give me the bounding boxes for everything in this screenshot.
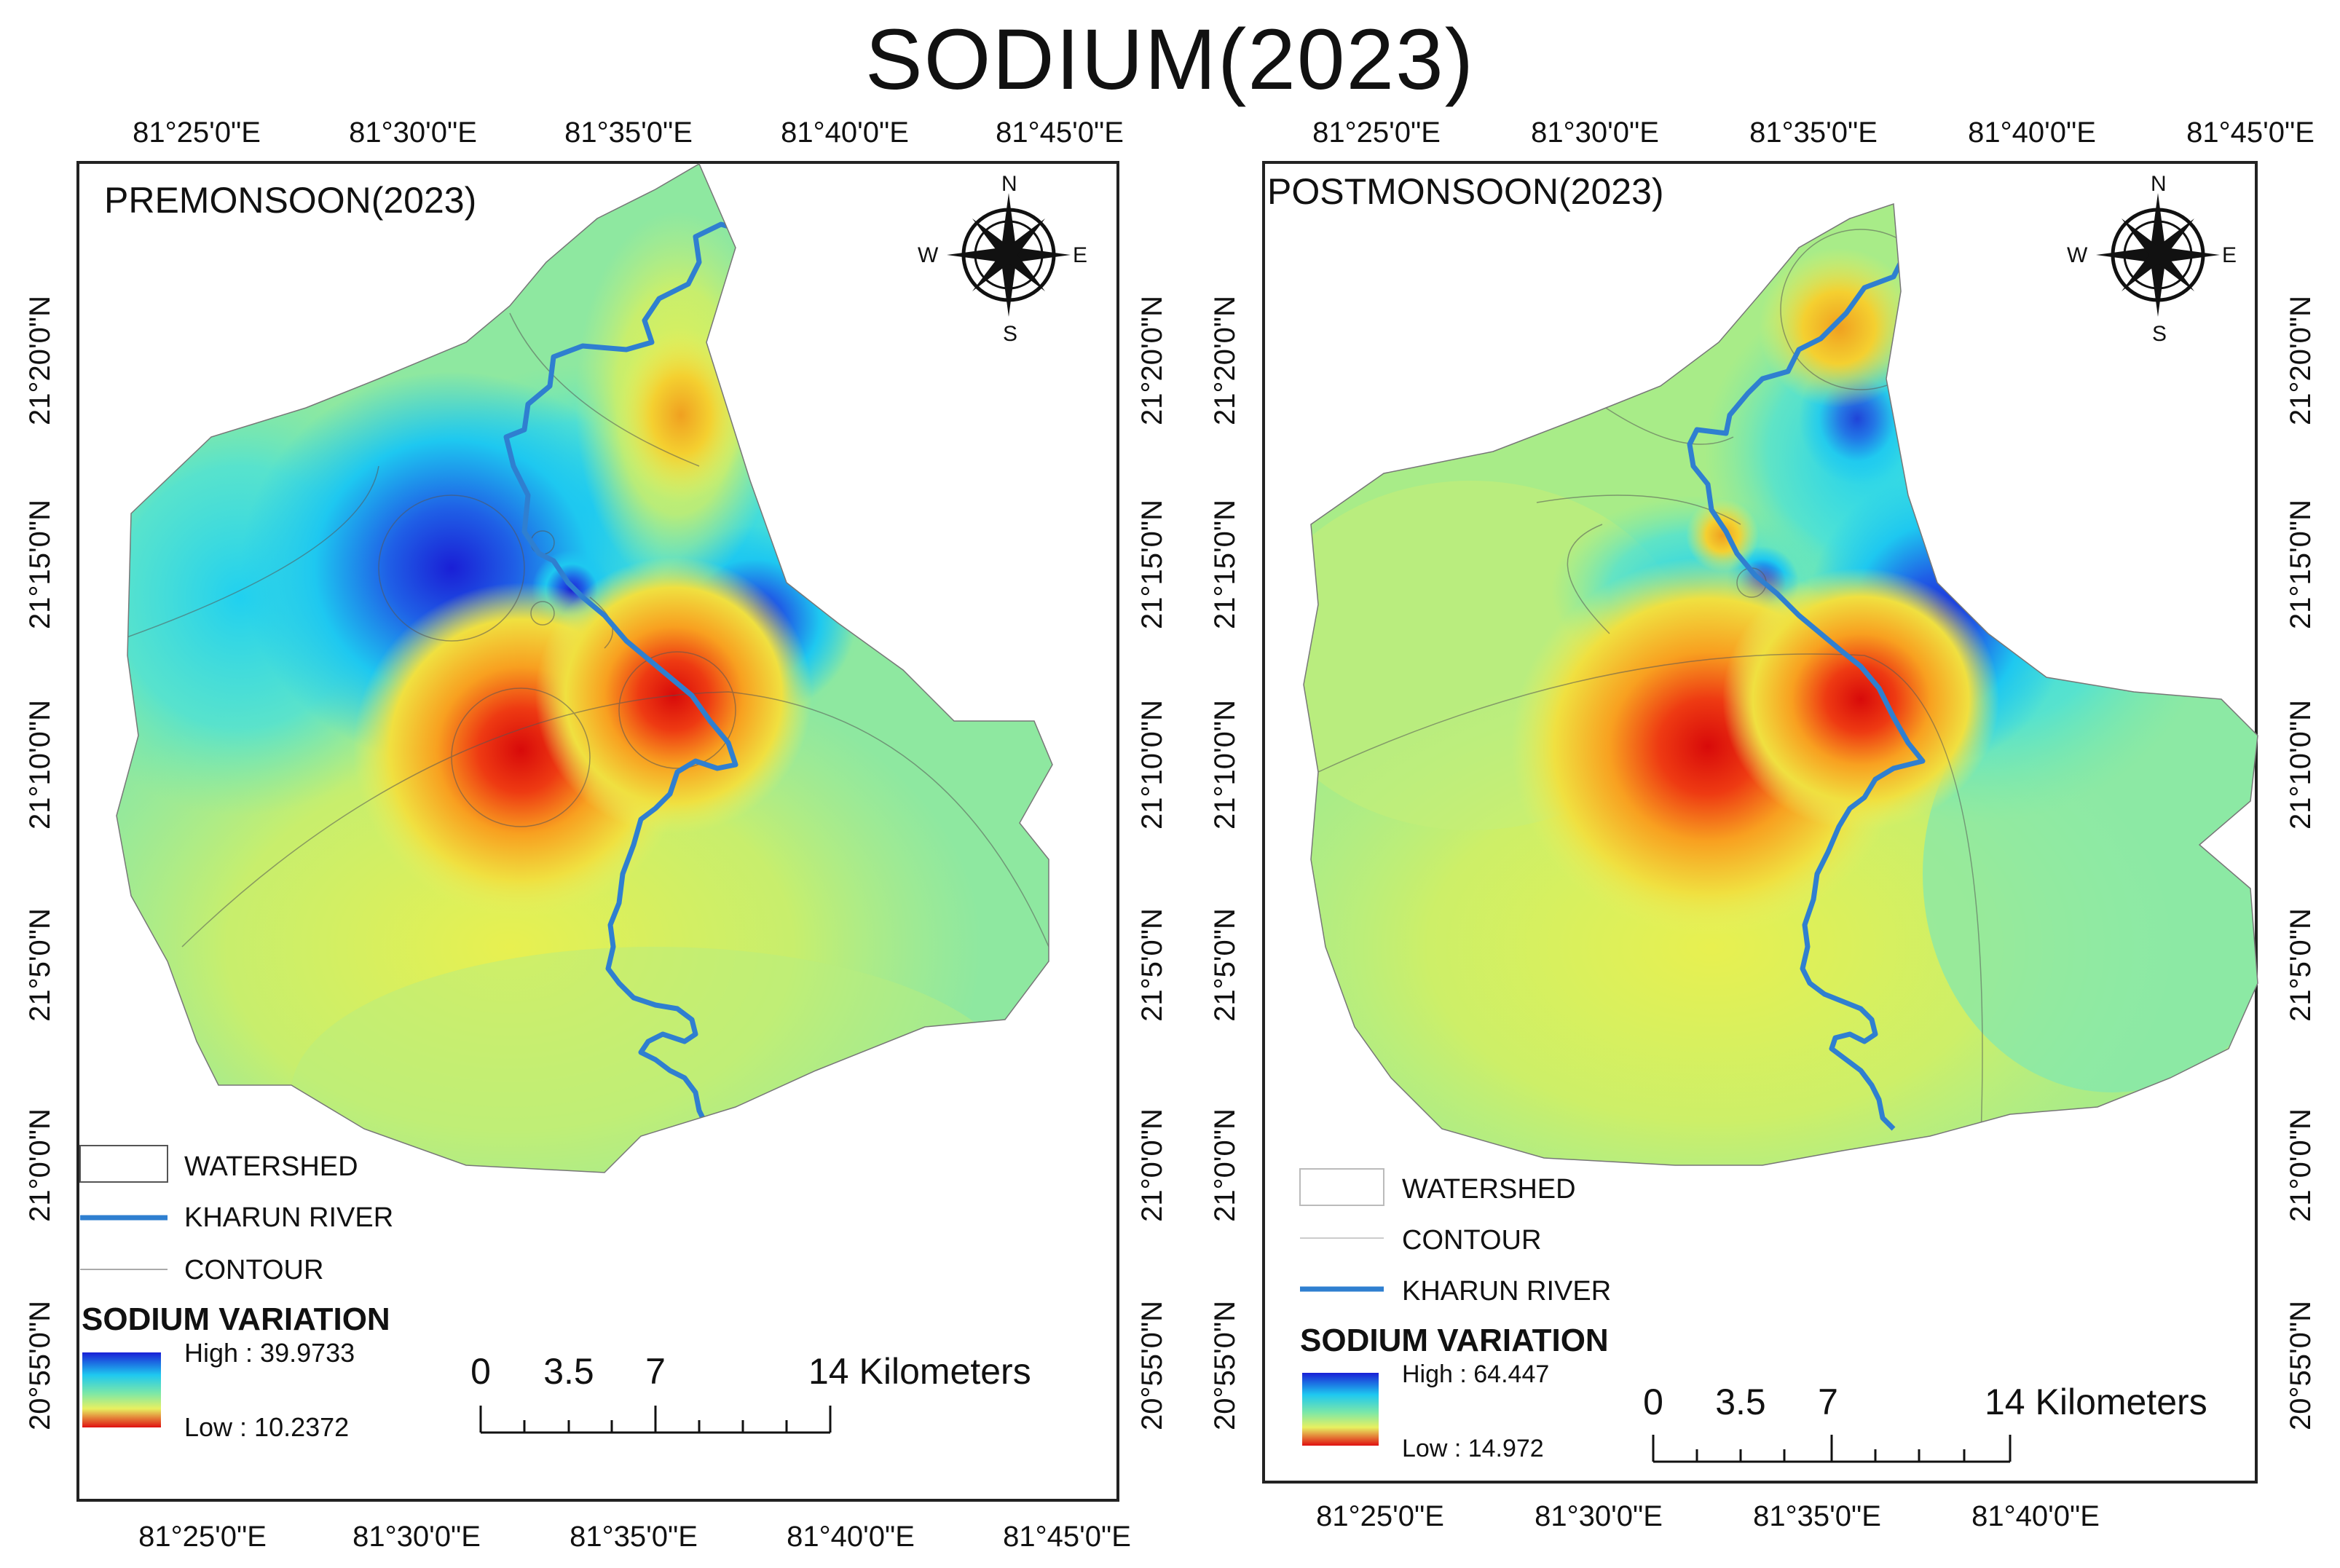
legend-item: CONTOUR [1402, 1225, 1541, 1256]
map-frame [76, 161, 1119, 1502]
scale-end-label: 14 Kilometers [1985, 1382, 2207, 1422]
legend-item: KHARUN RIVER [1402, 1276, 1611, 1307]
lat-label-left: 21°10'0"N [1209, 700, 1241, 830]
lat-label-left: 20°55'0"N [1209, 1301, 1241, 1430]
scale-bar: 0 3.5 7 14 Kilometers [470, 1351, 1031, 1434]
lat-label-left: 21°20'0"N [1209, 296, 1241, 425]
compass-w: W [2067, 243, 2088, 267]
lon-label-bottom: 81°40'0"E [787, 1521, 915, 1553]
compass-n: N [1001, 172, 1017, 196]
lon-label-top: 81°25'0"E [133, 117, 261, 149]
compass-s: S [2152, 322, 2167, 346]
lat-label-left: 21°15'0"N [1209, 500, 1241, 629]
legend: WATERSHED KHARUN RIVER CONTOUR SODIUM VA… [79, 1145, 393, 1442]
scale-tick-label: 0 [470, 1351, 491, 1392]
legend-item: CONTOUR [184, 1255, 323, 1285]
lat-label-right: 21°0'0"N [1136, 1108, 1168, 1222]
lat-label-left: 20°55'0"N [24, 1301, 56, 1430]
lat-label-right: 21°15'0"N [1136, 500, 1168, 629]
lat-label-left: 21°0'0"N [24, 1108, 56, 1222]
lon-label-bottom: 81°40'0"E [1971, 1500, 2100, 1532]
lat-label-right: 21°10'0"N [1136, 700, 1168, 830]
lon-label-bottom: 81°30'0"E [352, 1521, 481, 1553]
legend-low: Low : 10.2372 [184, 1412, 349, 1442]
lon-label-top: 81°35'0"E [1749, 117, 1878, 149]
kharun-river [503, 210, 749, 1127]
legend: WATERSHED CONTOUR KHARUN RIVER SODIUM VA… [1299, 1168, 1611, 1462]
legend-high: High : 39.9733 [184, 1338, 355, 1368]
lon-label-bottom: 81°45'0"E [1003, 1521, 1131, 1553]
compass-e: E [2222, 243, 2237, 267]
lon-label-top: 81°45'0"E [996, 117, 1124, 149]
lon-label-top: 81°45'0"E [2186, 117, 2315, 149]
scale-end-label: 14 Kilometers [808, 1351, 1031, 1392]
lat-label-right: 21°15'0"N [2285, 500, 2317, 629]
lat-label-left: 21°20'0"N [24, 296, 56, 425]
scale-tick-label: 3.5 [543, 1351, 594, 1392]
legend-title: SODIUM VARIATION [82, 1301, 390, 1337]
lon-label-bottom: 81°25'0"E [1316, 1500, 1444, 1532]
legend-high: High : 64.447 [1402, 1360, 1549, 1388]
legend-color-ramp [82, 1352, 161, 1427]
scale-tick-label: 7 [1818, 1382, 1838, 1422]
lat-label-left: 21°5'0"N [1209, 908, 1241, 1022]
lon-label-bottom: 81°35'0"E [1753, 1500, 1881, 1532]
lon-label-top: 81°35'0"E [564, 117, 693, 149]
lat-label-right: 21°20'0"N [1136, 296, 1168, 425]
lon-label-top: 81°30'0"E [1531, 117, 1659, 149]
lat-label-right: 21°5'0"N [1136, 908, 1168, 1022]
sodium-surface [117, 164, 1052, 1173]
lat-label-right: 20°55'0"N [2285, 1301, 2317, 1430]
sodium-surface [1304, 204, 2258, 1165]
lat-label-left: 21°0'0"N [1209, 1108, 1241, 1222]
lat-label-left: 21°10'0"N [24, 700, 56, 830]
lon-label-bottom: 81°35'0"E [570, 1521, 698, 1553]
lat-label-right: 21°5'0"N [2285, 908, 2317, 1022]
compass-n: N [2151, 172, 2167, 196]
lat-label-right: 21°10'0"N [2285, 700, 2317, 830]
lon-label-bottom: 81°25'0"E [138, 1521, 267, 1553]
legend-color-ramp [1302, 1373, 1379, 1446]
scale-tick-label: 3.5 [1715, 1382, 1766, 1422]
scale-bar: 0 3.5 7 14 Kilometers [1643, 1382, 2207, 1463]
legend-item: WATERSHED [184, 1151, 358, 1182]
lon-label-top: 81°25'0"E [1312, 117, 1441, 149]
scale-tick-label: 7 [645, 1351, 666, 1392]
compass-w: W [918, 243, 939, 267]
lon-label-bottom: 81°30'0"E [1535, 1500, 1663, 1532]
lat-label-left: 21°15'0"N [24, 500, 56, 629]
lon-label-top: 81°40'0"E [1968, 117, 2096, 149]
scale-tick-label: 0 [1643, 1382, 1663, 1422]
premonsoon-panel: PREMONSOON(2023) N S W E 81°25'0"E 81°30… [24, 117, 1168, 1553]
figure-title: SODIUM(2023) [864, 12, 1476, 108]
map-frame [1262, 161, 2258, 1484]
lat-label-right: 20°55'0"N [1136, 1301, 1168, 1430]
lon-label-top: 81°40'0"E [781, 117, 909, 149]
legend-watershed-swatch [1299, 1168, 1384, 1206]
postmonsoon-panel: POSTMONSOON(2023) N S W E 81°25'0"E 81°3… [1209, 117, 2317, 1532]
lat-label-left: 21°5'0"N [24, 908, 56, 1022]
legend-low: Low : 14.972 [1402, 1435, 1544, 1462]
compass-rose-icon: N S W E [2067, 172, 2237, 346]
compass-s: S [1003, 322, 1017, 346]
legend-item: WATERSHED [1402, 1174, 1576, 1205]
legend-watershed-swatch [79, 1145, 168, 1183]
panel-label: PREMONSOON(2023) [104, 180, 476, 221]
compass-rose-icon: N S W E [918, 172, 1087, 346]
lat-label-right: 21°0'0"N [2285, 1108, 2317, 1222]
lat-label-right: 21°20'0"N [2285, 296, 2317, 425]
legend-item: KHARUN RIVER [184, 1202, 393, 1233]
lon-label-top: 81°30'0"E [349, 117, 477, 149]
kharun-river [1687, 204, 1933, 1131]
compass-e: E [1073, 243, 1087, 267]
panel-label: POSTMONSOON(2023) [1267, 171, 1664, 212]
legend-title: SODIUM VARIATION [1300, 1323, 1609, 1358]
